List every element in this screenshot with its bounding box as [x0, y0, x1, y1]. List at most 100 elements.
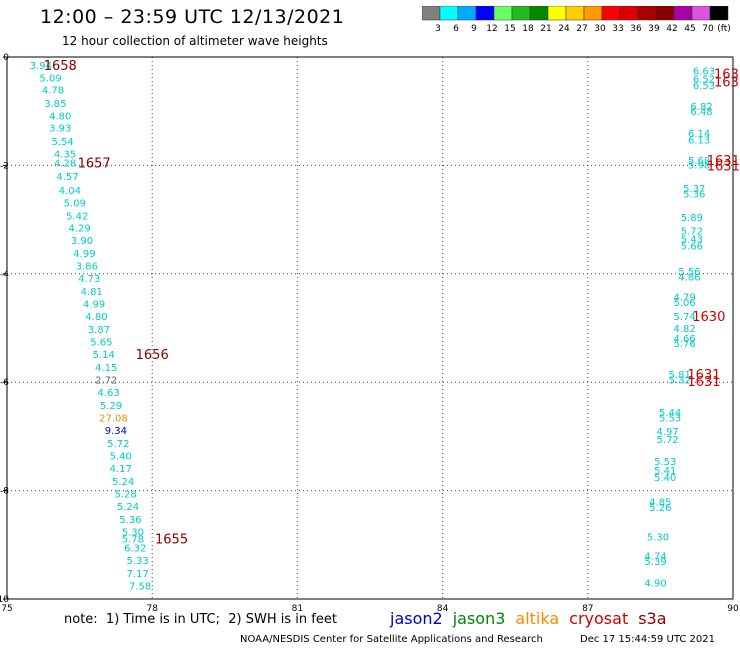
wave-height-label: 5.30	[647, 533, 669, 544]
wave-height-label: 5.40	[654, 473, 676, 484]
wave-height-label: 5.32	[669, 375, 691, 386]
wave-height-label: 4.86	[678, 273, 700, 284]
wave-height-label: 4.80	[85, 312, 107, 323]
colorbar-tick-label: 18	[522, 24, 534, 34]
wave-height-label: 4.90	[644, 579, 666, 590]
pass-time-label: 1655	[155, 532, 188, 547]
wave-height-label: 6.14	[688, 129, 710, 140]
colorbar-tick-label: 21	[540, 24, 551, 34]
colorbar-tick-label: 6	[453, 24, 459, 34]
y-tick-label: -4	[0, 270, 9, 280]
wave-height-label: 5.76	[673, 339, 695, 350]
wave-height-label: 2.72	[95, 375, 117, 386]
legend-item-cryosat: cryosat	[569, 609, 629, 628]
wave-height-label: 5.26	[649, 503, 671, 514]
wave-height-label: 6.82	[690, 102, 712, 113]
wave-height-label: 6.52	[693, 75, 715, 86]
wave-height-label: 4.73	[78, 274, 100, 285]
colorbar-tick-label: 27	[576, 24, 587, 34]
colorbar-tick-label: (ft)	[717, 24, 731, 34]
wave-height-label: 4.63	[98, 388, 120, 399]
wave-height-label: 5.28	[114, 489, 136, 500]
wave-height-label: 4.29	[68, 224, 90, 235]
wave-height-label: 5.72	[657, 435, 679, 446]
wave-height-label: 5.06	[673, 298, 695, 309]
y-tick-label: -8	[0, 487, 9, 497]
colorbar-tick-label: 30	[594, 24, 606, 34]
plot-frame	[6, 56, 734, 600]
wave-height-label: 5.24	[117, 502, 139, 513]
wave-height-label: 4.74	[644, 552, 666, 563]
y-tick-label: 0	[3, 53, 9, 63]
wave-height-label: 5.65	[90, 338, 112, 349]
pass-time-label: 1631	[687, 368, 720, 383]
wave-height-label: 5.53	[654, 457, 676, 468]
wave-height-label: 5.40	[110, 451, 132, 462]
wave-height-label: 5.09	[39, 74, 61, 85]
colorbar-tick-label: 45	[684, 24, 695, 34]
colorbar-tick-label: 3	[435, 24, 441, 34]
pass-time-label: 1657	[78, 157, 111, 172]
wave-height-label: 4.80	[49, 112, 71, 123]
legend-item-s3a: s3a	[638, 609, 667, 628]
wave-height-label: 5.39	[644, 557, 666, 568]
x-tick-label: 75	[1, 604, 12, 614]
page-subtitle: 12 hour collection of altimeter wave hei…	[62, 34, 328, 48]
wave-height-label: 5.42	[66, 211, 88, 222]
wave-height-label: 5.30	[122, 527, 144, 538]
wave-height-label: 4.66	[673, 334, 695, 345]
wave-height-label: 4.79	[673, 293, 695, 304]
wave-height-label: 6.53	[693, 81, 715, 92]
credit-text: NOAA/NESDIS Center for Satellite Applica…	[240, 634, 543, 645]
wave-height-label: 3.94	[30, 61, 52, 72]
generated-timestamp: Dec 17 15:44:59 UTC 2021	[580, 634, 715, 645]
y-tick-label: -6	[0, 378, 9, 388]
x-tick-label: 78	[146, 604, 158, 614]
wave-height-label: 4.85	[649, 497, 671, 508]
wave-height-label: 7.58	[129, 581, 151, 592]
wave-height-label: 5.56	[678, 267, 700, 278]
wave-height-label: 4.57	[56, 172, 78, 183]
pass-time-label: 1631	[687, 375, 720, 390]
wave-height-label: 4.81	[81, 287, 103, 298]
x-tick-label: 87	[582, 604, 593, 614]
wave-height-label: 4.99	[73, 249, 95, 260]
wave-height-label: 4.78	[42, 86, 64, 97]
colorbar-tick-label: 39	[648, 24, 660, 34]
wave-height-label: 9.34	[105, 426, 127, 437]
wave-height-label: 5.41	[654, 466, 676, 477]
pass-time-label: 1630	[692, 310, 725, 325]
colorbar-tick-label: 12	[486, 24, 497, 34]
wave-height-label: 5.14	[93, 350, 115, 361]
colorbar-tick-label: 9	[471, 24, 477, 34]
wave-height-label: 5.44	[659, 408, 681, 419]
wave-height-label: 5.81	[669, 370, 691, 381]
wave-height-label: 4.28	[54, 159, 76, 170]
wave-height-label: 7.17	[127, 569, 149, 580]
x-tick-label: 81	[292, 604, 303, 614]
wave-height-label: 4.35	[54, 149, 76, 160]
pass-time-label: 1631	[707, 159, 740, 174]
wave-height-label: 5.68	[688, 156, 710, 167]
y-tick-label: -10	[0, 595, 9, 605]
wave-height-label: 5.89	[681, 213, 703, 224]
wave-height-label: 5.43	[681, 235, 703, 246]
wave-height-label: 5.36	[119, 515, 141, 526]
wave-height-label: 5.74	[673, 312, 695, 323]
colorbar-swatch	[709, 6, 729, 21]
wave-height-label: 3.90	[71, 236, 93, 247]
pass-time-label: 1656	[136, 348, 169, 363]
page-title: 12:00 – 23:59 UTC 12/13/2021	[40, 6, 345, 28]
wave-height-label: 6.48	[690, 107, 712, 118]
wave-height-label: 5.78	[122, 534, 144, 545]
pass-time-label: 1631	[707, 154, 740, 169]
wave-height-label: 4.99	[83, 300, 105, 311]
wave-height-label: 3.86	[76, 262, 98, 273]
wave-height-label: 4.15	[95, 363, 117, 374]
wave-height-label: 6.13	[688, 135, 710, 146]
color-scale-legend: 3 6 9 12 15 18 21 24 27 30 33 36 39 42 45 70 (ft)	[422, 6, 731, 34]
pass-time-label: 1632	[714, 67, 740, 82]
legend-item-jason2: jason2	[390, 609, 443, 628]
footer-note: note: 1) Time is in UTC; 2) SWH is in fe…	[64, 612, 337, 627]
